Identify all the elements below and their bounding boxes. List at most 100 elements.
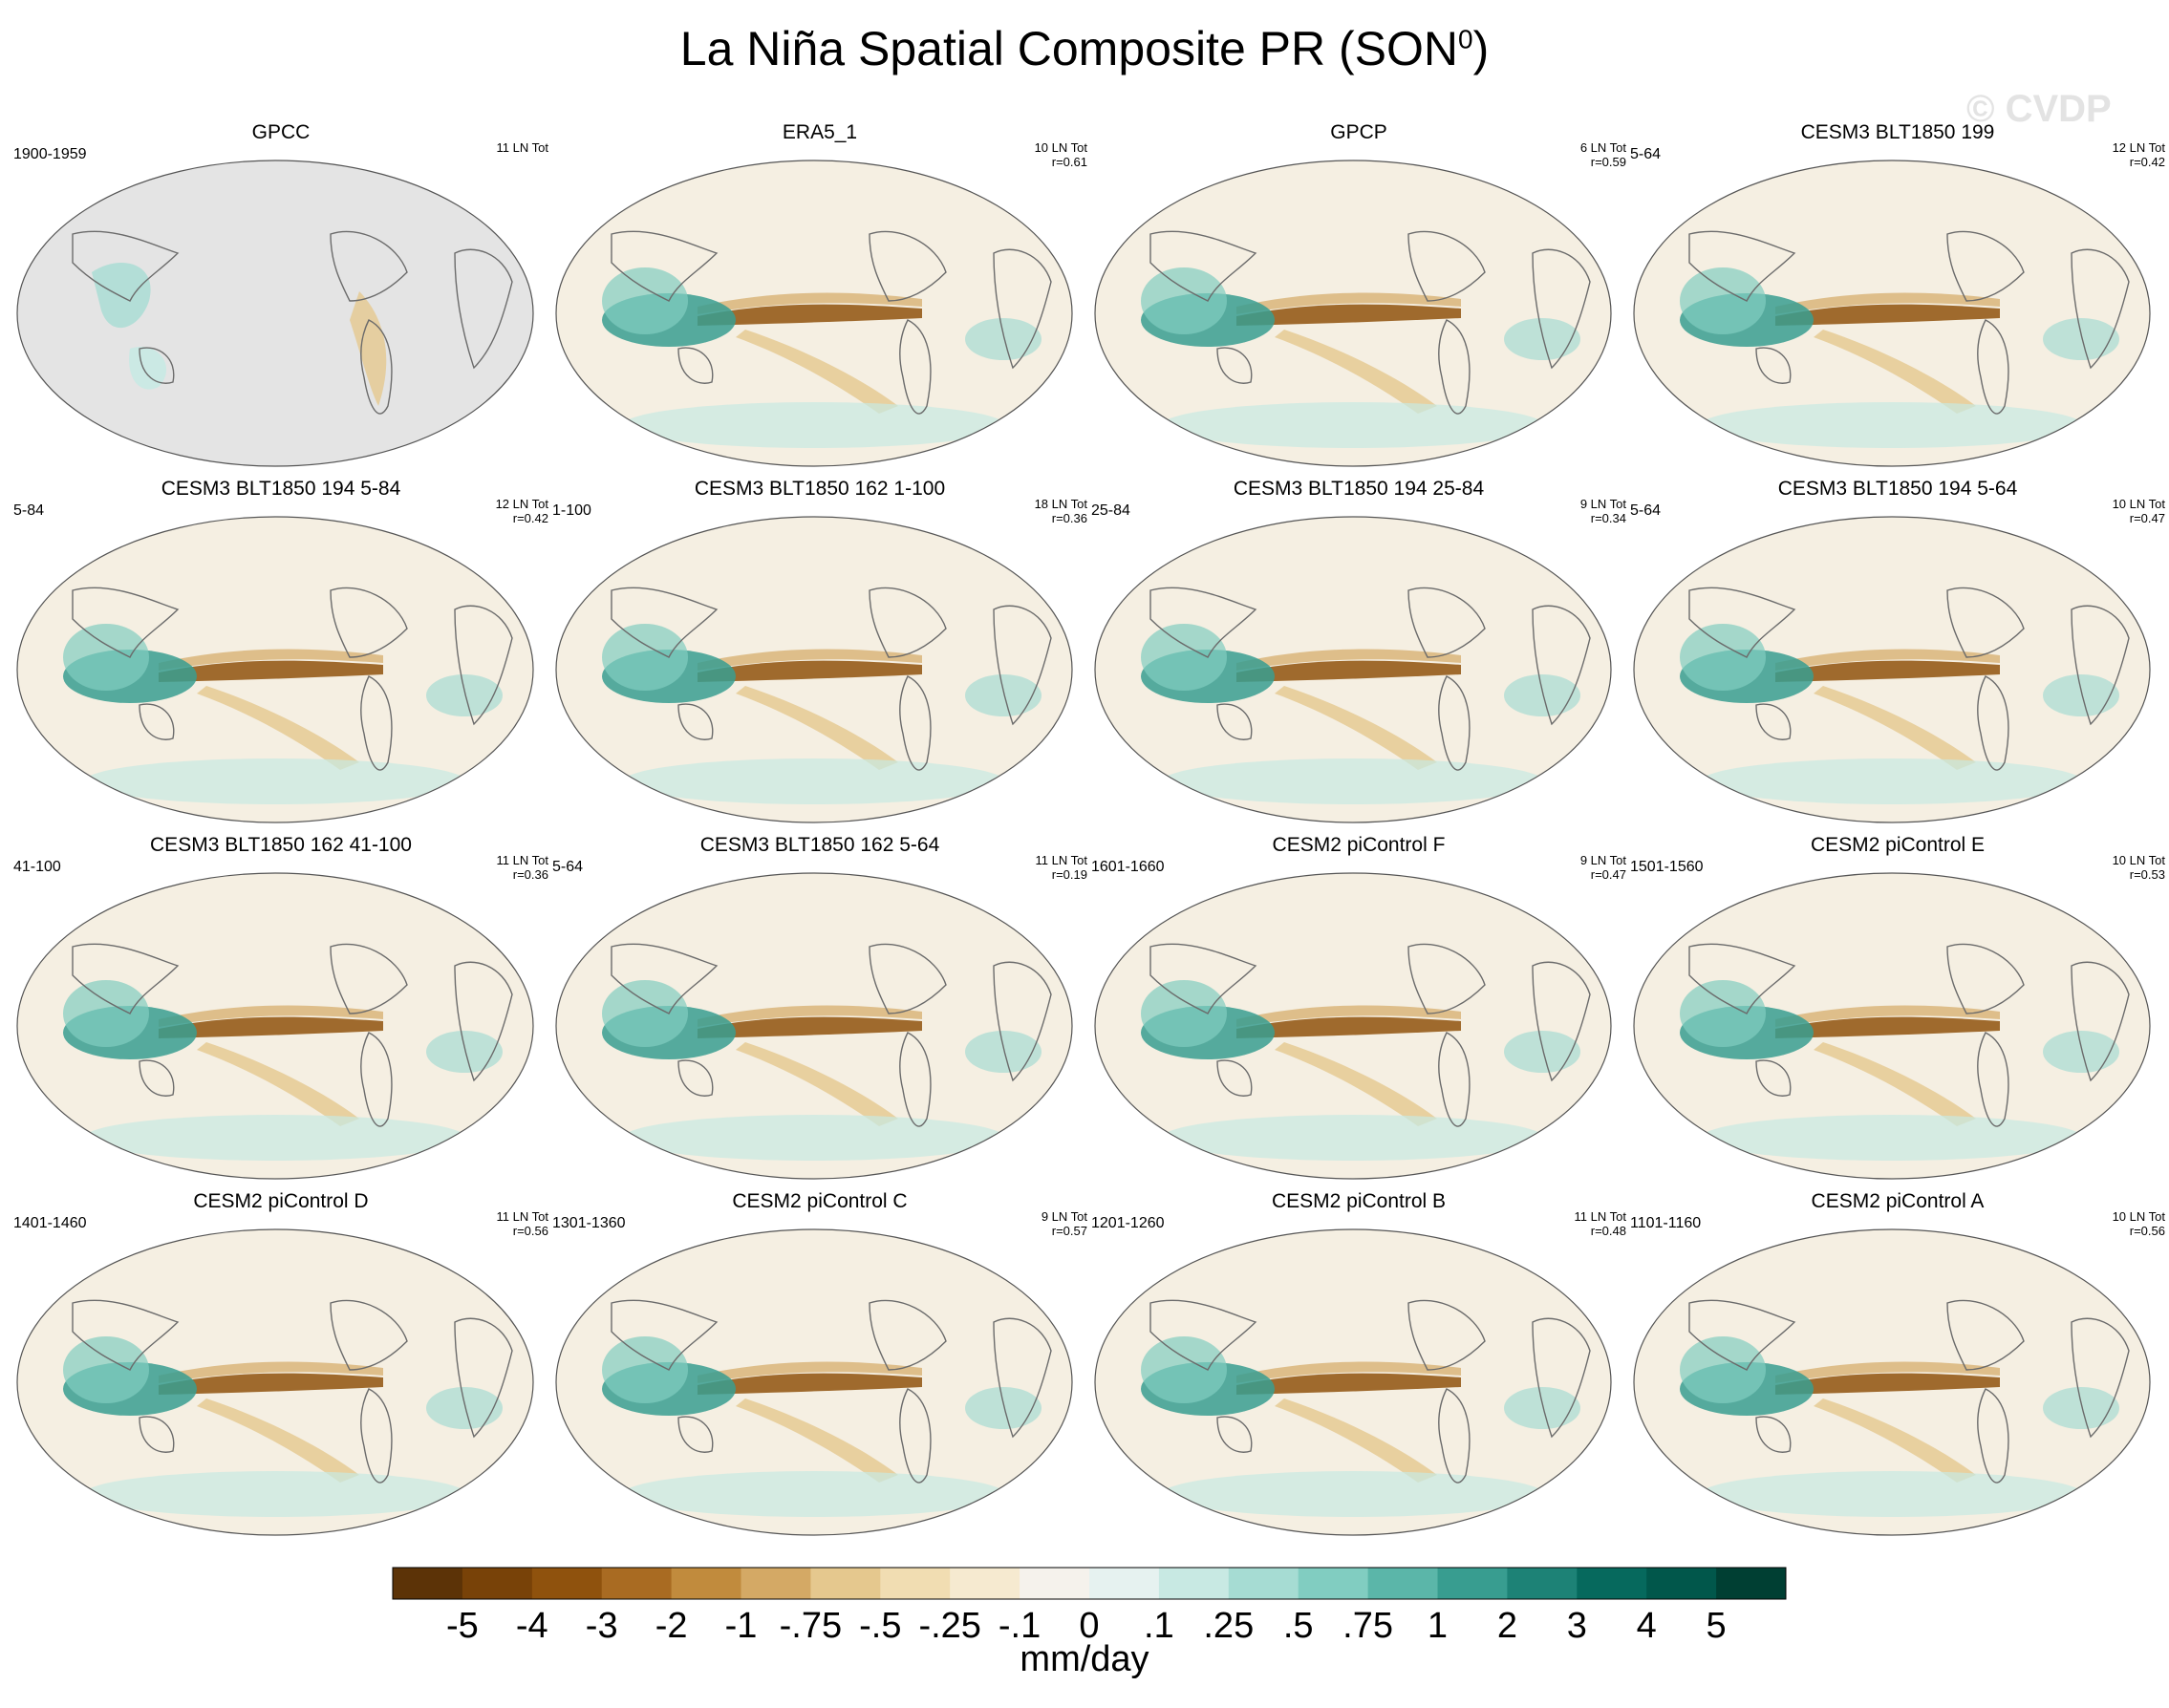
event-count: 12 LN Tot	[2112, 140, 2165, 155]
coastline	[611, 1299, 719, 1371]
atlantic-wet-region	[1504, 318, 1580, 360]
coastline	[869, 943, 947, 1014]
coastline	[1216, 1416, 1253, 1453]
equatorial-dry-band	[698, 304, 922, 326]
map-outline	[16, 160, 534, 467]
north-dry-band	[1236, 292, 1461, 314]
asia-wet-region	[1141, 624, 1227, 691]
panel-period: 1201-1260	[1091, 1215, 1165, 1231]
map-outline	[555, 872, 1073, 1180]
map-panel: CESM3 BLT1850 194 5-84 5-84 12 LN Tot r=0.4…	[13, 476, 548, 831]
event-count: 10 LN Tot	[2112, 1209, 2165, 1224]
coastline	[1977, 675, 2009, 771]
map-panel: CESM2 piControl D 1401-1460 11 LN Tot r=0.5…	[13, 1188, 548, 1544]
coastline	[454, 961, 513, 1082]
panel-stats: 11 LN Tot r=0.48	[1575, 1209, 1626, 1238]
map-outline	[1633, 872, 2151, 1180]
coastline	[1532, 248, 1591, 370]
atlantic-wet-region	[2043, 318, 2119, 360]
atlantic-wet-region	[965, 318, 1042, 360]
panel-title: ERA5_1	[782, 121, 858, 143]
north-dry-band	[1775, 292, 2000, 314]
panel-title: CESM2 piControl F	[1272, 834, 1446, 856]
north-dry-band	[698, 1361, 922, 1383]
coastline	[139, 1059, 175, 1097]
panel-stats: 10 LN Tot r=0.47	[2113, 497, 2165, 525]
asia-wet-region	[1680, 624, 1766, 691]
map-outline	[1633, 1228, 2151, 1536]
coastline	[1438, 675, 1471, 771]
panel-period: 5-64	[1630, 502, 1662, 519]
equatorial-dry-band	[698, 1016, 922, 1038]
panel-stats: 18 LN Tot r=0.36	[1035, 497, 1087, 525]
precip-map	[16, 160, 534, 467]
equatorial-dry-band	[1236, 304, 1461, 326]
panel-stats: 11 LN Tot r=0.36	[497, 853, 548, 882]
map-outline	[16, 872, 534, 1180]
coastline	[611, 587, 719, 658]
coastline	[611, 230, 719, 302]
pattern-correlation: r=0.57	[1051, 1224, 1087, 1238]
asia-wet-region	[1680, 1336, 1766, 1403]
coastline	[1946, 943, 2025, 1014]
colorbar-box	[1228, 1568, 1299, 1599]
coastline	[72, 943, 180, 1014]
coastline	[1438, 1032, 1471, 1127]
spcz-dry-band	[736, 686, 898, 770]
colorbar-box	[1716, 1568, 1787, 1599]
panel-title: CESM3 BLT1850 194 25-84	[1233, 478, 1485, 500]
southern-wet-band	[84, 1471, 466, 1517]
equatorial-dry-band	[698, 1373, 922, 1395]
north-dry-band	[1775, 649, 2000, 671]
panel-period: 1501-1560	[1630, 859, 1704, 875]
coastline	[2071, 605, 2130, 726]
southern-wet-band	[1162, 758, 1544, 804]
colorbar-box	[741, 1568, 811, 1599]
coastline	[1149, 1299, 1257, 1371]
north-dry-band	[1236, 1005, 1461, 1027]
map-panel: CESM2 piControl C 1301-1360 9 LN Tot r=0.57	[552, 1188, 1087, 1544]
event-count: 9 LN Tot	[1041, 1209, 1087, 1224]
map-panel: CESM3 BLT1850 162 1-100 1-100 18 LN Tot r=0…	[552, 476, 1087, 831]
americas-anomaly	[350, 291, 387, 406]
panel-period: 1-100	[552, 502, 591, 519]
coastline	[677, 347, 714, 384]
panel-period: 5-64	[1630, 146, 1662, 162]
southern-wet-band	[1162, 1471, 1544, 1517]
spcz-dry-band	[1814, 330, 1976, 414]
north-dry-band	[1236, 649, 1461, 671]
pattern-correlation: r=0.36	[1051, 511, 1087, 525]
pattern-correlation: r=0.59	[1590, 155, 1626, 169]
coastline	[139, 1416, 175, 1453]
precip-map	[1094, 160, 1612, 467]
asia-wet-region	[1141, 267, 1227, 334]
panel-title: CESM2 piControl A	[1811, 1190, 1985, 1212]
pattern-correlation: r=0.19	[1051, 867, 1087, 882]
map-panel: GPCP 6 LN Tot r=0.59	[1091, 119, 1626, 475]
atlantic-wet-region	[965, 1031, 1042, 1073]
coastline	[2071, 961, 2130, 1082]
coastline	[899, 675, 932, 771]
colorbar-box	[462, 1568, 533, 1599]
map-outline	[555, 516, 1073, 823]
colorbar-box	[1158, 1568, 1230, 1599]
coastline	[899, 319, 932, 415]
spcz-dry-band	[1275, 686, 1437, 770]
coastline	[1755, 703, 1792, 740]
pattern-correlation: r=0.56	[512, 1224, 548, 1238]
panel-stats: 11 LN Tot	[497, 140, 548, 155]
colorbar-box	[1646, 1568, 1717, 1599]
coastline	[869, 230, 947, 302]
north-dry-band	[159, 1361, 383, 1383]
map-panel: CESM2 piControl E 1501-1560 10 LN Tot r=0.5…	[1630, 832, 2165, 1187]
panel-title: GPCP	[1330, 121, 1387, 143]
map-outline	[1094, 160, 1612, 467]
coastline	[360, 1032, 393, 1127]
southern-wet-band	[1162, 1115, 1544, 1161]
coastline	[72, 587, 180, 658]
map-panel: CESM2 piControl B 1201-1260 11 LN Tot r=0.4…	[1091, 1188, 1626, 1544]
coastline	[1407, 587, 1486, 658]
map-outline	[1633, 516, 2151, 823]
coastline	[1755, 1416, 1792, 1453]
panel-title: CESM3 BLT1850 199	[1800, 121, 1995, 143]
